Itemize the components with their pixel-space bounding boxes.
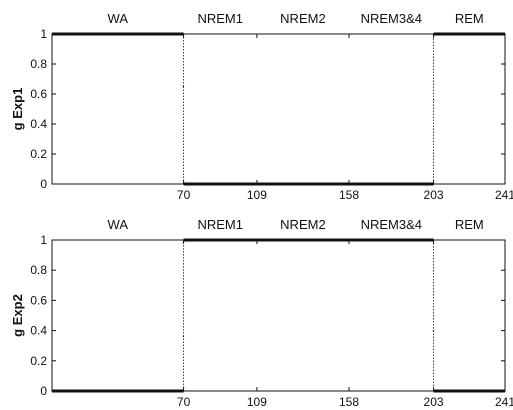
- stage-label: NREM1: [197, 217, 243, 232]
- y-tick-label: 0.8: [30, 57, 47, 71]
- stage-label: NREM1: [197, 11, 243, 26]
- chart-panel-2: 0 0.2 0.4 0.6 0.8 1 70 109 158 203 241 WA NREM1 NREM2…: [10, 217, 513, 409]
- data-point: [432, 239, 435, 241]
- data-point: [504, 390, 506, 392]
- y-tick-label: 0.4: [30, 117, 47, 131]
- plot-frame: [51, 239, 506, 392]
- stage-label: WA: [108, 11, 129, 26]
- data-point: [432, 183, 435, 185]
- x-tick-label: 241: [495, 188, 513, 202]
- data-point: [432, 390, 435, 392]
- x-tick-label: 70: [177, 395, 191, 409]
- data-point: [432, 99, 435, 101]
- y-tick-label: 0.2: [30, 147, 47, 161]
- plot-frame: [51, 33, 506, 185]
- data-point: [432, 33, 435, 35]
- data-point: [51, 390, 53, 392]
- x-tick-label: 70: [177, 188, 191, 202]
- stage-label: NREM3&4: [361, 217, 422, 232]
- stage-label: NREM2: [280, 217, 326, 232]
- series-line: [51, 238, 506, 393]
- stage-label: NREM3&4: [361, 11, 422, 26]
- y-axis-label: g Exp2: [10, 294, 25, 337]
- data-point: [504, 33, 506, 35]
- y-tick-label: 0.8: [30, 263, 47, 277]
- y-tick-label: 0: [40, 384, 47, 398]
- y-tick-label: 0.4: [30, 324, 47, 338]
- x-tick-label: 158: [339, 188, 359, 202]
- stage-label: WA: [108, 217, 129, 232]
- x-tick-label: 109: [247, 188, 267, 202]
- x-tick-label: 241: [495, 395, 513, 409]
- series-line: [51, 32, 506, 186]
- data-point: [51, 33, 53, 35]
- x-tick-label: 158: [339, 395, 359, 409]
- data-point: [182, 85, 185, 88]
- data-point: [432, 330, 435, 332]
- stage-label: REM: [455, 217, 484, 232]
- chart-panel-1: 0 0.2 0.4 0.6 0.8 1 70 109 158 203 241 WA NREM1 NREM2…: [10, 11, 513, 202]
- data-point: [182, 33, 185, 35]
- data-point: [182, 183, 185, 185]
- x-tick-label: 203: [424, 188, 444, 202]
- y-axis-label: g Exp1: [10, 88, 25, 131]
- y-tick-label: 0.6: [30, 293, 47, 307]
- x-tick-label: 203: [424, 395, 444, 409]
- y-tick-label: 1: [40, 233, 47, 247]
- y-tick-label: 1: [40, 27, 47, 41]
- data-point: [182, 336, 185, 338]
- y-tick-label: 0: [40, 177, 47, 191]
- y-tick-label: 0.6: [30, 87, 47, 101]
- data-point: [182, 390, 185, 392]
- data-point: [182, 239, 185, 241]
- y-tick-label: 0.2: [30, 354, 47, 368]
- stage-label: REM: [455, 11, 484, 26]
- stage-label: NREM2: [280, 11, 326, 26]
- x-tick-label: 109: [247, 395, 267, 409]
